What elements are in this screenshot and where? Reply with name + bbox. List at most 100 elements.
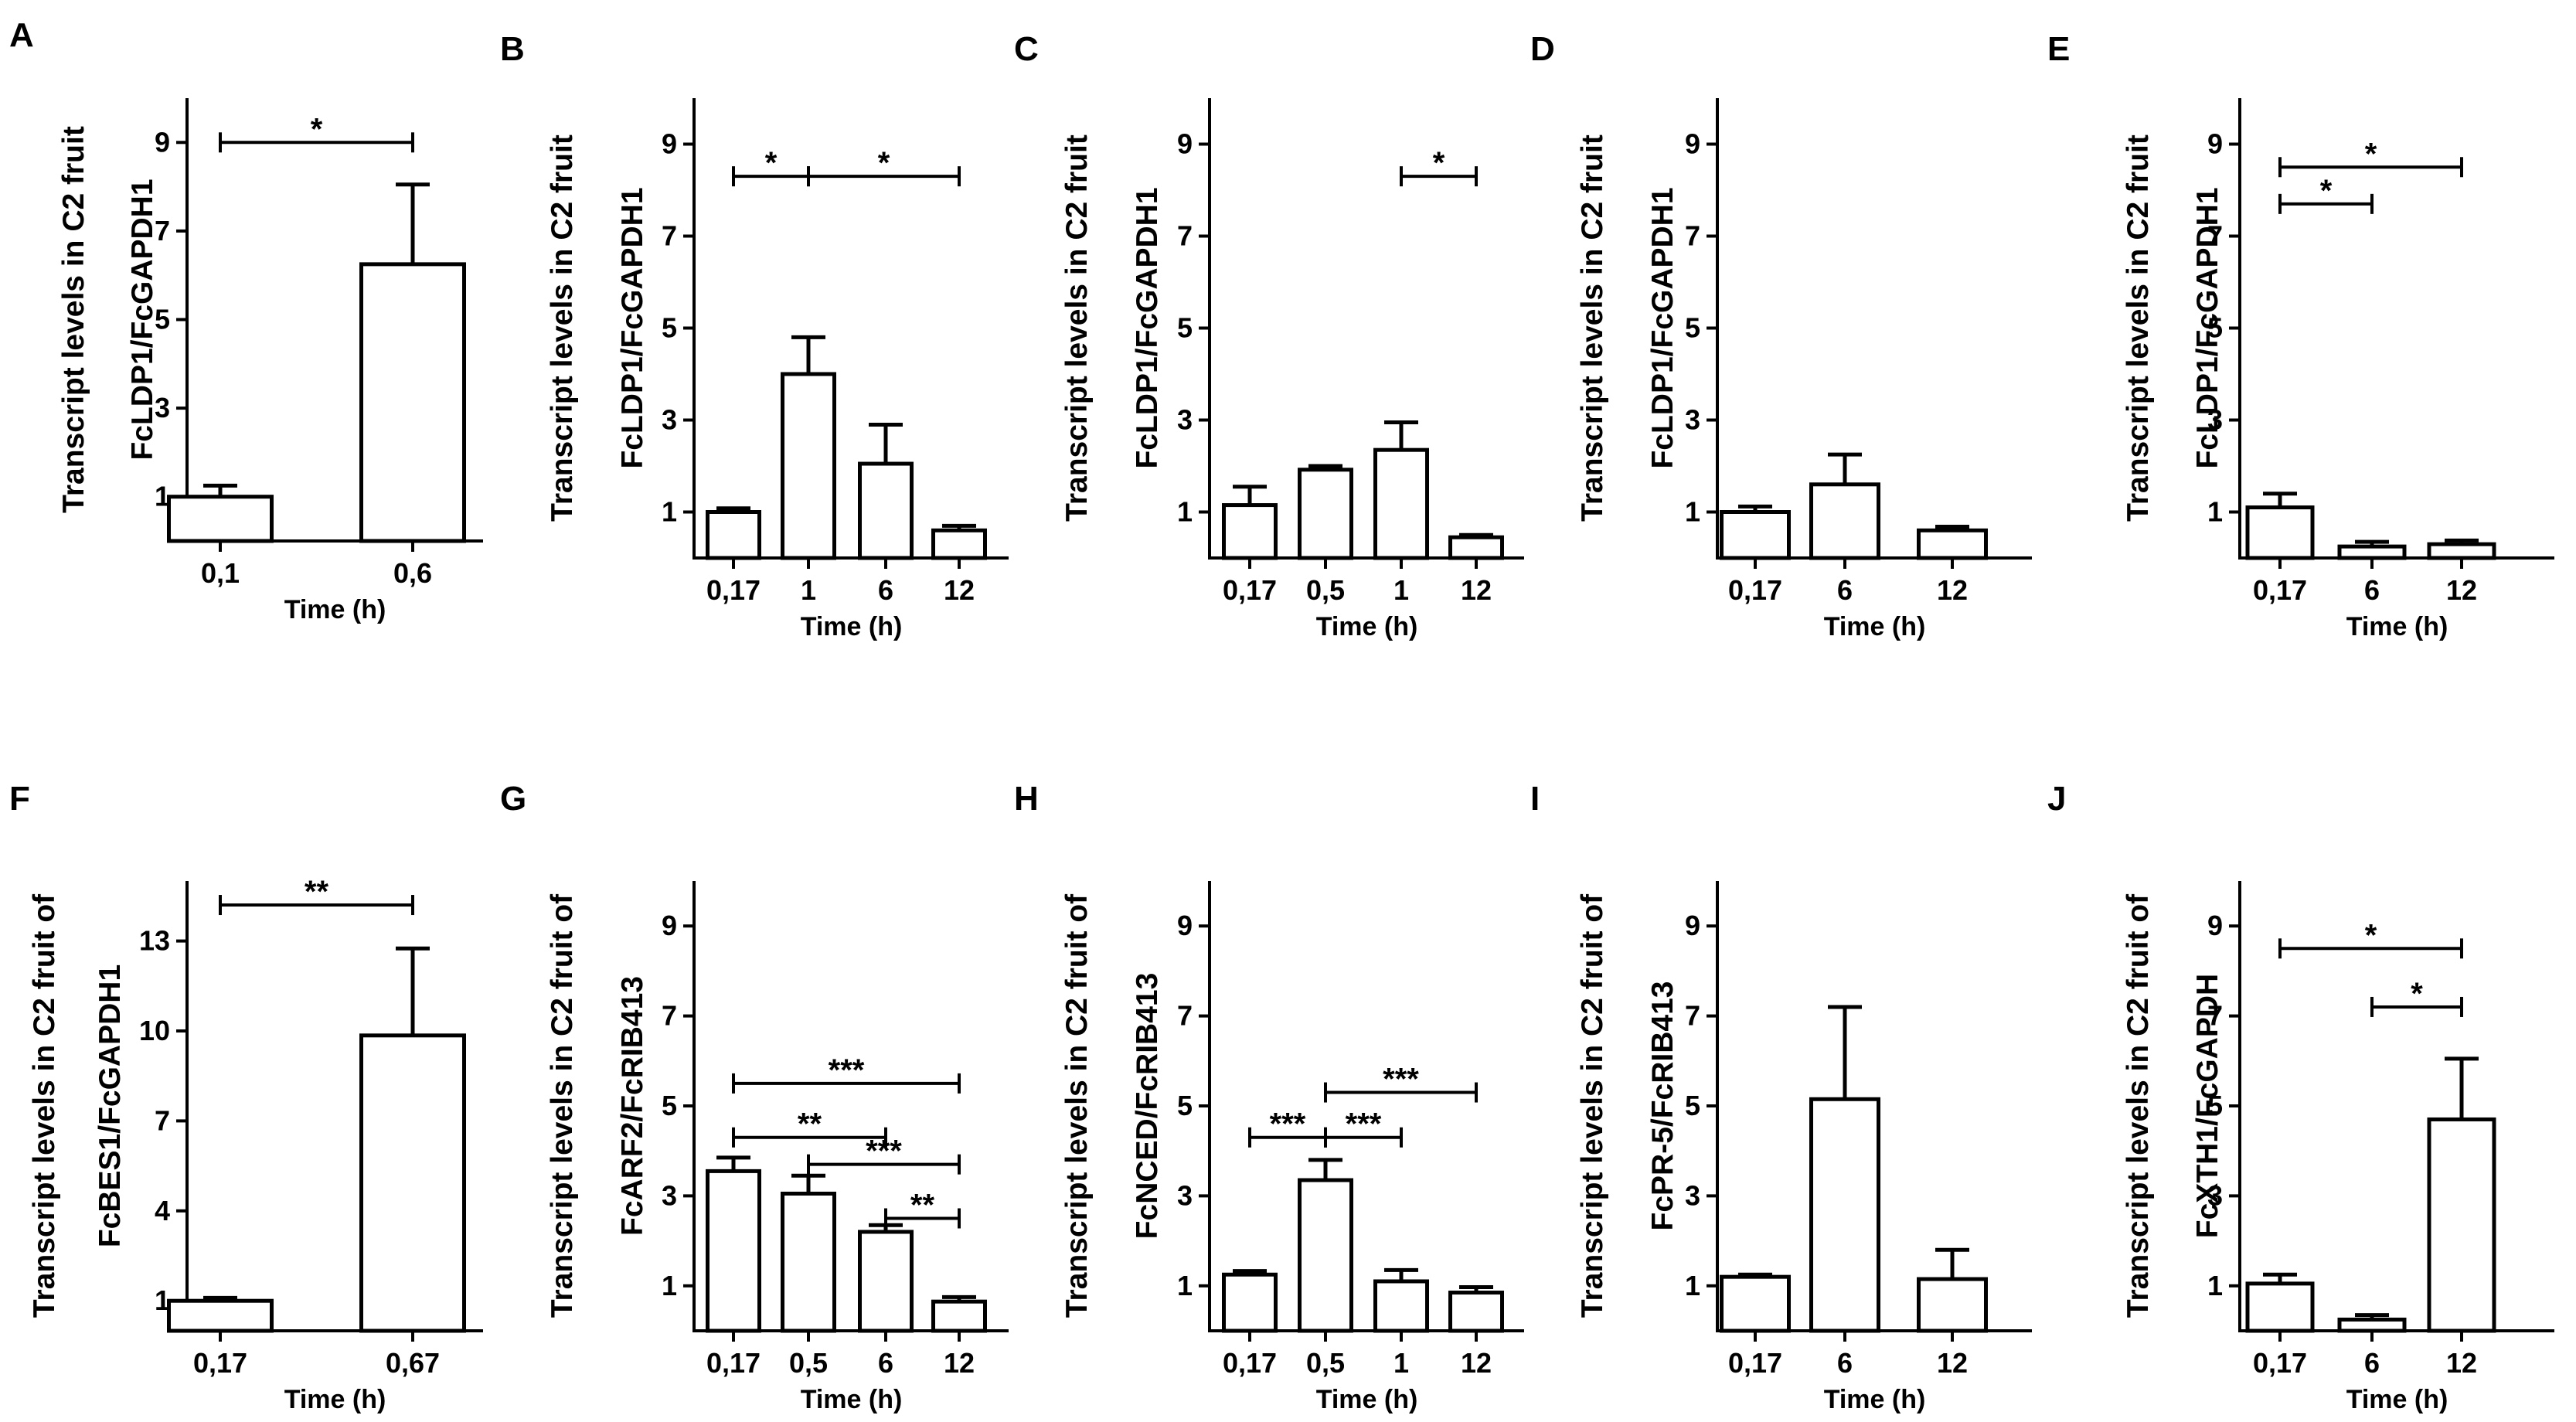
- x-tick-label-b: 1: [801, 574, 816, 606]
- y-tick-label-h: 7: [1177, 1000, 1193, 1032]
- y-tick-label-c: 9: [1177, 128, 1193, 160]
- x-axis-label-g: Time (h): [801, 1385, 903, 1414]
- panel-label-g: G: [500, 780, 526, 818]
- bar-f-0: [167, 1298, 274, 1333]
- x-tick-label-d: 0,17: [1728, 574, 1782, 606]
- x-tick-label-c: 0,5: [1306, 574, 1345, 606]
- x-tick-label-f: 0,17: [193, 1347, 247, 1379]
- x-axis-label-f: Time (h): [284, 1385, 386, 1414]
- y-axis-label-d-line-2: FcLDP1/FcGAPDH1: [1646, 187, 1679, 468]
- y-tick-label-j: 3: [2207, 1179, 2223, 1211]
- bar-a-0: [167, 495, 274, 543]
- y-tick-label-g: 1: [662, 1270, 677, 1301]
- bar-e-0: [2245, 505, 2315, 560]
- y-tick-label-h: 1: [1177, 1270, 1193, 1301]
- bar-c-1: [1298, 468, 1353, 560]
- x-tick-label-c: 12: [1461, 574, 1492, 606]
- y-axis-label-g-line-2: FcARF2/FcRIB413: [616, 976, 649, 1236]
- x-tick-label-g: 0,5: [789, 1347, 828, 1379]
- y-tick-label-f: 13: [139, 925, 170, 957]
- y-tick-label-d: 3: [1685, 404, 1700, 436]
- x-tick-label-c: 1: [1393, 574, 1409, 606]
- y-tick-label-e: 9: [2207, 128, 2223, 160]
- significance-label-b: *: [765, 146, 778, 180]
- y-tick-label-b: 1: [662, 496, 677, 528]
- y-tick-label-i: 5: [1685, 1090, 1700, 1121]
- x-tick-label-b: 12: [944, 574, 975, 606]
- x-tick-label-g: 12: [944, 1347, 975, 1379]
- x-tick-label-h: 0,5: [1306, 1347, 1345, 1379]
- significance-label-g: **: [798, 1107, 822, 1141]
- y-axis-label-f-line-1: Transcript levels in C2 fruit of: [28, 893, 61, 1318]
- y-tick-label-d: 9: [1685, 128, 1700, 160]
- y-tick-label-h: 9: [1177, 910, 1193, 941]
- y-axis-label-b-line-2: FcLDP1/FcGAPDH1: [616, 187, 649, 468]
- bar-b-2: [858, 461, 914, 560]
- y-axis-label-h-line-2: FcNCED/FcRIB413: [1131, 973, 1164, 1240]
- y-tick-label-g: 5: [662, 1090, 677, 1121]
- y-tick-label-e: 7: [2207, 220, 2223, 252]
- x-axis-label-e: Time (h): [2346, 612, 2448, 641]
- significance-label-g: ***: [866, 1135, 902, 1169]
- bar-j-2: [2427, 1117, 2496, 1333]
- bar-b-0: [706, 510, 761, 560]
- x-tick-label-j: 0,17: [2253, 1347, 2307, 1379]
- y-tick-label-d: 7: [1685, 220, 1700, 252]
- bar-c-2: [1373, 447, 1429, 560]
- y-tick-label-f: 10: [139, 1015, 170, 1046]
- y-tick-label-b: 7: [662, 220, 677, 252]
- y-tick-label-j: 7: [2207, 1000, 2223, 1032]
- y-tick-label-j: 9: [2207, 910, 2223, 941]
- x-axis-label-i: Time (h): [1824, 1385, 1926, 1414]
- bar-j-0: [2245, 1281, 2315, 1333]
- panel-label-i: I: [1530, 780, 1540, 818]
- bar-a-1: [359, 262, 466, 543]
- significance-label-j: *: [2365, 918, 2377, 952]
- y-axis-label-i-line-2: FcPR-5/FcRIB413: [1646, 981, 1679, 1231]
- x-axis-label-d: Time (h): [1824, 612, 1926, 641]
- panel-label-d: D: [1530, 30, 1555, 68]
- significance-label-j: *: [2411, 977, 2423, 1011]
- y-axis-label-a-line-1: Transcript levels in C2 fruit: [57, 126, 90, 513]
- x-tick-label-i: 0,17: [1728, 1347, 1782, 1379]
- y-axis-label-j-line-1: Transcript levels in C2 fruit of: [2122, 893, 2155, 1318]
- y-tick-label-h: 5: [1177, 1090, 1193, 1121]
- y-tick-label-j: 5: [2207, 1090, 2223, 1121]
- bar-i-0: [1720, 1274, 1791, 1333]
- y-tick-label-g: 3: [662, 1179, 677, 1211]
- y-tick-label-a: 1: [155, 481, 170, 512]
- y-tick-label-a: 3: [155, 392, 170, 424]
- significance-label-g: **: [910, 1189, 935, 1223]
- bar-h-0: [1222, 1272, 1278, 1333]
- y-tick-label-e: 1: [2207, 496, 2223, 528]
- bar-f-1: [359, 1033, 466, 1333]
- bar-h-3: [1448, 1291, 1504, 1333]
- y-tick-label-g: 7: [662, 1000, 677, 1032]
- x-tick-label-g: 0,17: [706, 1347, 761, 1379]
- bar-d-2: [1917, 528, 1988, 560]
- x-tick-label-c: 0,17: [1223, 574, 1277, 606]
- significance-label-g: ***: [829, 1053, 865, 1087]
- y-tick-label-i: 7: [1685, 1000, 1700, 1032]
- bar-g-1: [781, 1191, 836, 1333]
- panel-label-c: C: [1014, 30, 1039, 68]
- bar-b-3: [931, 528, 987, 560]
- y-tick-label-c: 3: [1177, 404, 1193, 436]
- y-tick-label-a: 5: [155, 304, 170, 335]
- panel-label-h: H: [1014, 780, 1039, 818]
- y-tick-label-e: 5: [2207, 312, 2223, 344]
- significance-label-e: *: [2365, 137, 2377, 171]
- bar-h-1: [1298, 1178, 1353, 1333]
- significance-label-e: *: [2320, 174, 2333, 208]
- x-axis-label-j: Time (h): [2346, 1385, 2448, 1414]
- x-tick-label-h: 1: [1393, 1347, 1409, 1379]
- bar-c-0: [1222, 503, 1278, 560]
- y-tick-label-d: 5: [1685, 312, 1700, 344]
- x-tick-label-b: 0,17: [706, 574, 761, 606]
- x-tick-label-h: 12: [1461, 1347, 1492, 1379]
- y-tick-label-b: 3: [662, 404, 677, 436]
- bar-e-1: [2337, 544, 2407, 560]
- y-axis-label-c-line-1: Transcript levels in C2 fruit: [1060, 134, 1094, 522]
- y-axis-label-e-line-1: Transcript levels in C2 fruit: [2122, 134, 2155, 522]
